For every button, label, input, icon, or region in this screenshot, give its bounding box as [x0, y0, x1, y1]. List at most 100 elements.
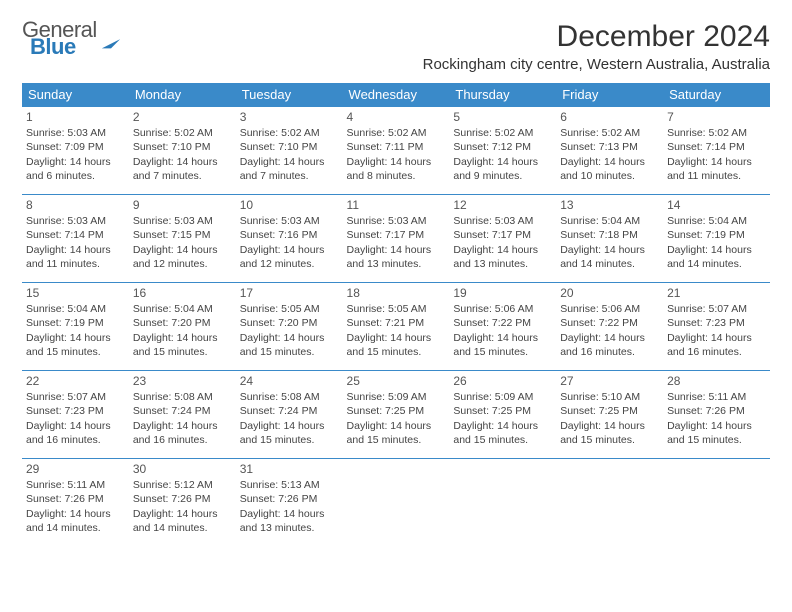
day-cell: 25Sunrise: 5:09 AMSunset: 7:25 PMDayligh… [343, 371, 450, 459]
daylight-line: Daylight: 14 hours [347, 243, 446, 257]
calendar-table: SundayMondayTuesdayWednesdayThursdayFrid… [22, 83, 770, 547]
day-number: 2 [133, 109, 232, 125]
sunrise-line: Sunrise: 5:07 AM [26, 390, 125, 404]
daylight-minutes-line: and 14 minutes. [26, 521, 125, 535]
daylight-minutes-line: and 15 minutes. [26, 345, 125, 359]
logo: General Blue [22, 20, 118, 58]
day-cell: 4Sunrise: 5:02 AMSunset: 7:11 PMDaylight… [343, 107, 450, 195]
daylight-line: Daylight: 14 hours [26, 155, 125, 169]
day-cell: 3Sunrise: 5:02 AMSunset: 7:10 PMDaylight… [236, 107, 343, 195]
daylight-line: Daylight: 14 hours [347, 419, 446, 433]
day-number: 1 [26, 109, 125, 125]
sunset-line: Sunset: 7:20 PM [240, 316, 339, 330]
day-cell: 9Sunrise: 5:03 AMSunset: 7:15 PMDaylight… [129, 195, 236, 283]
sunrise-line: Sunrise: 5:09 AM [453, 390, 552, 404]
daylight-minutes-line: and 9 minutes. [453, 169, 552, 183]
day-cell: 19Sunrise: 5:06 AMSunset: 7:22 PMDayligh… [449, 283, 556, 371]
day-number: 17 [240, 285, 339, 301]
day-number: 18 [347, 285, 446, 301]
day-number: 9 [133, 197, 232, 213]
daylight-minutes-line: and 6 minutes. [26, 169, 125, 183]
daylight-minutes-line: and 12 minutes. [240, 257, 339, 271]
day-cell: 20Sunrise: 5:06 AMSunset: 7:22 PMDayligh… [556, 283, 663, 371]
sunset-line: Sunset: 7:18 PM [560, 228, 659, 242]
day-number: 14 [667, 197, 766, 213]
location: Rockingham city centre, Western Australi… [423, 56, 770, 73]
empty-cell [343, 459, 450, 547]
sunrise-line: Sunrise: 5:03 AM [133, 214, 232, 228]
sunrise-line: Sunrise: 5:02 AM [560, 126, 659, 140]
daylight-minutes-line: and 15 minutes. [453, 345, 552, 359]
sunrise-line: Sunrise: 5:07 AM [667, 302, 766, 316]
sunrise-line: Sunrise: 5:08 AM [133, 390, 232, 404]
sunrise-line: Sunrise: 5:04 AM [133, 302, 232, 316]
day-cell: 15Sunrise: 5:04 AMSunset: 7:19 PMDayligh… [22, 283, 129, 371]
sunset-line: Sunset: 7:19 PM [667, 228, 766, 242]
daylight-minutes-line: and 11 minutes. [667, 169, 766, 183]
daylight-line: Daylight: 14 hours [347, 155, 446, 169]
day-number: 3 [240, 109, 339, 125]
daylight-line: Daylight: 14 hours [240, 419, 339, 433]
week-row: 15Sunrise: 5:04 AMSunset: 7:19 PMDayligh… [22, 283, 770, 371]
day-cell: 8Sunrise: 5:03 AMSunset: 7:14 PMDaylight… [22, 195, 129, 283]
daylight-minutes-line: and 14 minutes. [133, 521, 232, 535]
daylight-minutes-line: and 7 minutes. [240, 169, 339, 183]
day-header: Wednesday [343, 83, 450, 107]
daylight-line: Daylight: 14 hours [240, 155, 339, 169]
sunrise-line: Sunrise: 5:10 AM [560, 390, 659, 404]
day-number: 16 [133, 285, 232, 301]
sunset-line: Sunset: 7:13 PM [560, 140, 659, 154]
daylight-line: Daylight: 14 hours [26, 243, 125, 257]
sunrise-line: Sunrise: 5:04 AM [667, 214, 766, 228]
daylight-minutes-line: and 16 minutes. [560, 345, 659, 359]
daylight-line: Daylight: 14 hours [347, 331, 446, 345]
sunset-line: Sunset: 7:22 PM [453, 316, 552, 330]
daylight-line: Daylight: 14 hours [26, 419, 125, 433]
empty-cell [449, 459, 556, 547]
sunset-line: Sunset: 7:25 PM [453, 404, 552, 418]
day-number: 11 [347, 197, 446, 213]
daylight-line: Daylight: 14 hours [453, 331, 552, 345]
sunrise-line: Sunrise: 5:04 AM [26, 302, 125, 316]
day-number: 12 [453, 197, 552, 213]
sunrise-line: Sunrise: 5:03 AM [240, 214, 339, 228]
day-header: Saturday [663, 83, 770, 107]
sunset-line: Sunset: 7:20 PM [133, 316, 232, 330]
day-header: Thursday [449, 83, 556, 107]
week-row: 1Sunrise: 5:03 AMSunset: 7:09 PMDaylight… [22, 107, 770, 195]
month-title: December 2024 [423, 20, 770, 54]
day-number: 6 [560, 109, 659, 125]
day-cell: 11Sunrise: 5:03 AMSunset: 7:17 PMDayligh… [343, 195, 450, 283]
sunset-line: Sunset: 7:15 PM [133, 228, 232, 242]
day-cell: 18Sunrise: 5:05 AMSunset: 7:21 PMDayligh… [343, 283, 450, 371]
empty-cell [663, 459, 770, 547]
day-cell: 31Sunrise: 5:13 AMSunset: 7:26 PMDayligh… [236, 459, 343, 547]
daylight-line: Daylight: 14 hours [667, 243, 766, 257]
daylight-line: Daylight: 14 hours [240, 243, 339, 257]
sunset-line: Sunset: 7:09 PM [26, 140, 125, 154]
daylight-line: Daylight: 14 hours [133, 507, 232, 521]
day-number: 31 [240, 461, 339, 477]
daylight-line: Daylight: 14 hours [453, 243, 552, 257]
sunrise-line: Sunrise: 5:11 AM [26, 478, 125, 492]
sunrise-line: Sunrise: 5:03 AM [453, 214, 552, 228]
logo-arrow-icon [100, 30, 118, 48]
daylight-minutes-line: and 11 minutes. [26, 257, 125, 271]
sunrise-line: Sunrise: 5:09 AM [347, 390, 446, 404]
sunrise-line: Sunrise: 5:13 AM [240, 478, 339, 492]
daylight-minutes-line: and 15 minutes. [453, 433, 552, 447]
daylight-line: Daylight: 14 hours [560, 155, 659, 169]
week-row: 29Sunrise: 5:11 AMSunset: 7:26 PMDayligh… [22, 459, 770, 547]
sunset-line: Sunset: 7:25 PM [560, 404, 659, 418]
daylight-line: Daylight: 14 hours [667, 419, 766, 433]
header-right: December 2024 Rockingham city centre, We… [423, 20, 770, 79]
day-number: 22 [26, 373, 125, 389]
sunset-line: Sunset: 7:10 PM [133, 140, 232, 154]
sunrise-line: Sunrise: 5:03 AM [26, 126, 125, 140]
daylight-line: Daylight: 14 hours [667, 155, 766, 169]
sunset-line: Sunset: 7:12 PM [453, 140, 552, 154]
daylight-minutes-line: and 15 minutes. [240, 433, 339, 447]
sunrise-line: Sunrise: 5:03 AM [347, 214, 446, 228]
day-number: 21 [667, 285, 766, 301]
daylight-line: Daylight: 14 hours [560, 419, 659, 433]
